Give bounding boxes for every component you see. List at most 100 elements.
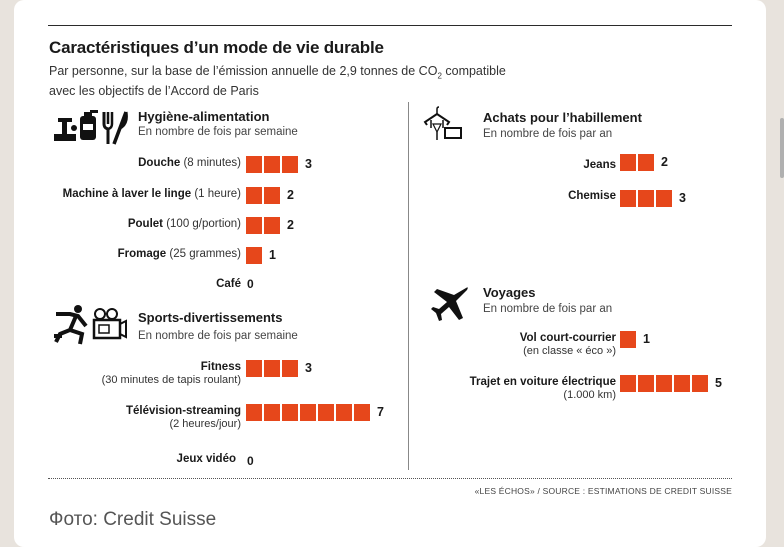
bar-segment <box>246 359 262 377</box>
bar-segment <box>638 374 654 392</box>
row-label: Poulet (100 g/portion) <box>128 218 241 231</box>
row-label: Trajet en voiture électrique (1.000 km) <box>470 376 616 402</box>
scrollbar[interactable] <box>780 118 784 178</box>
section-hygiene-title: Hygiène-alimentation <box>138 109 270 124</box>
section-clothing-title: Achats pour l’habillement <box>483 110 642 125</box>
bar-segment <box>354 403 370 421</box>
bar-segment <box>264 216 280 234</box>
bar-row: 3 <box>246 155 312 173</box>
zero-value: 0 <box>247 277 254 291</box>
bar-segment <box>620 153 636 171</box>
bar-segment <box>674 374 690 392</box>
subtitle-subscript: 2 <box>437 71 442 81</box>
bar-value-label: 1 <box>269 248 276 262</box>
bottom-rule <box>48 478 732 479</box>
row-label-detail: (1 heure) <box>191 188 241 200</box>
top-rule <box>48 25 732 26</box>
row-label: Douche (8 minutes) <box>138 157 241 170</box>
bar-segment <box>264 403 280 421</box>
row-label-main: Machine à laver le linge <box>62 188 192 200</box>
bar-segment <box>282 155 298 173</box>
bar-row: 1 <box>246 246 276 264</box>
row-label-detail: (en classe « éco ») <box>523 345 616 357</box>
bar-segment <box>620 374 636 392</box>
row-label: Machine à laver le linge (1 heure) <box>63 188 241 201</box>
bar-segment <box>336 403 352 421</box>
section-sports-unit: En nombre de fois par semaine <box>138 330 298 342</box>
row-label-main: Vol court-courrier <box>519 332 616 344</box>
bar-row: 3 <box>246 359 312 377</box>
bar-value-label: 7 <box>377 405 384 419</box>
bar-segment <box>300 403 316 421</box>
bar-segment <box>692 374 708 392</box>
bar-value-label: 3 <box>679 191 686 205</box>
row-label: Télévision-streaming (2 heures/jour) <box>126 405 241 431</box>
zero-value: 0 <box>247 454 254 468</box>
row-label: Fitness (30 minutes de tapis roulant) <box>102 361 241 387</box>
bar-segment <box>246 186 262 204</box>
row-label-main: Trajet en voiture électrique <box>469 376 616 388</box>
bar-segment <box>656 374 672 392</box>
bar-value-label: 3 <box>305 157 312 171</box>
row-label-detail: (1.000 km) <box>563 389 616 401</box>
bar-segment <box>620 330 636 348</box>
row-label-main: Poulet <box>127 218 163 230</box>
airplane-icon <box>431 287 468 321</box>
sports-entertainment-icon <box>54 305 127 345</box>
subtitle-part-c: avec les objectifs de l’Accord de Paris <box>49 83 259 98</box>
bar-row: 7 <box>246 403 384 421</box>
bar-value-label: 1 <box>643 332 650 346</box>
row-label: Vol court-courrier (en classe « éco ») <box>520 332 616 358</box>
row-label: Chemise <box>568 190 616 203</box>
section-hygiene-unit: En nombre de fois par semaine <box>138 126 298 138</box>
bar-segment <box>246 403 262 421</box>
row-label-detail: (2 heures/jour) <box>169 418 241 430</box>
bar-segment <box>656 189 672 207</box>
column-separator <box>408 102 409 470</box>
bar-segment <box>638 153 654 171</box>
section-travel-unit: En nombre de fois par an <box>483 303 613 315</box>
row-label: Fromage (25 grammes) <box>118 248 241 261</box>
bar-value-label: 2 <box>287 218 294 232</box>
bar-row: 3 <box>620 189 686 207</box>
source-note: «LES ÉCHOS» / SOURCE : ESTIMATIONS DE CR… <box>474 486 732 496</box>
hygiene-food-icon <box>54 110 128 145</box>
subtitle-part-b: compatible <box>441 64 506 78</box>
row-label: Café <box>216 278 241 291</box>
bar-value-label: 3 <box>305 361 312 375</box>
row-label-main: Jeans <box>583 159 616 171</box>
section-sports-title: Sports-divertissements <box>138 310 283 325</box>
clothing-icon <box>423 106 462 140</box>
page-subtitle: Par personne, sur la base de l’émission … <box>49 64 609 99</box>
bar-segment <box>282 403 298 421</box>
bar-row: 2 <box>620 153 668 171</box>
row-label-detail: (25 grammes) <box>166 248 241 260</box>
bar-segment <box>318 403 334 421</box>
bar-segment <box>638 189 654 207</box>
row-label-main: Télévision-streaming <box>125 405 241 417</box>
bar-segment <box>246 155 262 173</box>
infographic-card <box>14 0 766 547</box>
bar-segment <box>264 155 280 173</box>
bar-segment <box>246 246 262 264</box>
section-travel-title: Voyages <box>483 285 536 300</box>
row-label-main: Jeux vidéo <box>176 453 236 465</box>
bar-segment <box>264 186 280 204</box>
row-label-main: Douche <box>138 157 181 169</box>
bar-segment <box>246 216 262 234</box>
subtitle-part-a: Par personne, sur la base de l’émission … <box>49 64 438 78</box>
row-label-main: Fitness <box>200 361 241 373</box>
row-label-detail: (8 minutes) <box>180 157 241 169</box>
bar-row: 2 <box>246 216 294 234</box>
row-label-main: Fromage <box>117 248 167 260</box>
bar-row: 2 <box>246 186 294 204</box>
row-label: Jeans <box>583 159 616 172</box>
section-clothing-unit: En nombre de fois par an <box>483 128 613 140</box>
row-label-main: Chemise <box>568 190 616 202</box>
row-label-main: Café <box>216 278 241 290</box>
row-label-detail: (30 minutes de tapis roulant) <box>101 374 241 386</box>
bar-row: 1 <box>620 330 650 348</box>
page-title: Caractéristiques d’un mode de vie durabl… <box>49 38 384 57</box>
bar-segment <box>282 359 298 377</box>
bar-row: 5 <box>620 374 722 392</box>
